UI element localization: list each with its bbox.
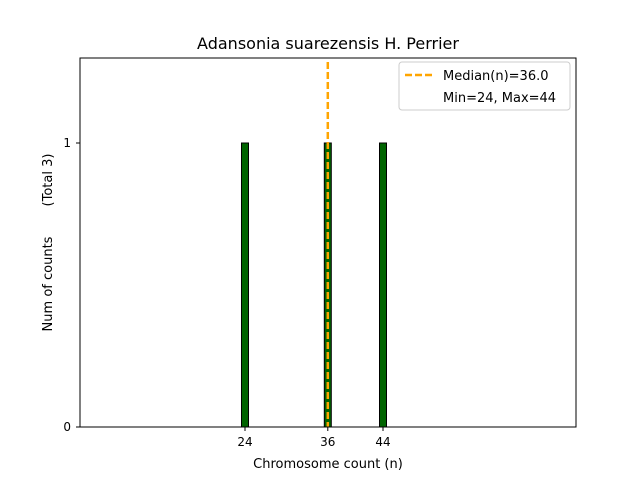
legend-median-label: Median(n)=36.0 — [443, 69, 549, 84]
y-axis-label: Num of counts — [41, 236, 56, 331]
y-tick-label-1: 1 — [63, 136, 71, 150]
chart-title: Adansonia suarezensis H. Perrier — [197, 34, 459, 53]
bar-44 — [379, 142, 387, 428]
y-axis-total-label: (Total 3) — [41, 154, 56, 207]
y-ticks: 01 — [63, 136, 80, 434]
x-tick-label-24: 24 — [237, 435, 252, 449]
bar-24 — [241, 142, 249, 428]
legend-box — [398, 61, 571, 111]
legend: Median(n)=36.0 Min=24, Max=44 — [398, 61, 571, 111]
x-axis-label: Chromosome count (n) — [253, 457, 403, 472]
y-tick-label-0: 0 — [63, 420, 71, 434]
legend-range-label: Min=24, Max=44 — [443, 91, 556, 106]
x-ticks: 24 36 44 — [237, 427, 391, 449]
x-tick-label-36: 36 — [320, 435, 335, 449]
x-tick-label-44: 44 — [375, 435, 390, 449]
